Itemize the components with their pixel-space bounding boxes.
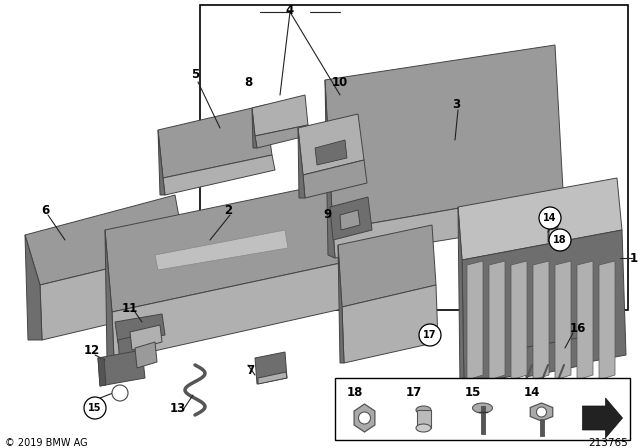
Ellipse shape [416,406,431,414]
Bar [417,410,431,428]
Text: 15: 15 [88,403,102,413]
Text: 14: 14 [524,385,540,399]
Polygon shape [25,235,42,340]
Polygon shape [298,128,305,198]
Polygon shape [255,125,310,148]
Polygon shape [315,140,347,165]
Polygon shape [298,114,364,175]
Polygon shape [338,225,436,307]
Text: 11: 11 [122,302,138,314]
Polygon shape [115,314,165,343]
Polygon shape [548,212,558,230]
Polygon shape [163,155,275,195]
Polygon shape [599,261,615,380]
Polygon shape [533,261,549,380]
Polygon shape [98,350,145,386]
Circle shape [358,412,371,424]
Polygon shape [155,230,288,270]
Text: 7: 7 [246,363,254,376]
Polygon shape [531,403,553,421]
Polygon shape [40,250,190,340]
Text: 9: 9 [323,208,331,221]
Polygon shape [467,261,483,380]
Polygon shape [325,45,563,230]
Text: 2: 2 [224,203,232,216]
Polygon shape [158,105,272,178]
Circle shape [539,207,561,229]
Text: 17: 17 [423,330,436,340]
Text: 12: 12 [84,344,100,357]
Text: 13: 13 [170,401,186,414]
Polygon shape [577,261,593,380]
Text: 18: 18 [346,385,363,399]
Polygon shape [340,210,360,230]
Text: 18: 18 [553,235,567,245]
Polygon shape [338,245,344,363]
Ellipse shape [472,403,493,413]
Text: © 2019 BMW AG: © 2019 BMW AG [5,438,88,448]
Polygon shape [354,404,375,432]
Text: 15: 15 [464,385,481,399]
Text: 213765: 213765 [588,438,628,448]
Polygon shape [258,372,287,384]
Polygon shape [489,261,505,380]
Ellipse shape [416,424,431,432]
Polygon shape [342,285,438,363]
Polygon shape [255,352,287,384]
Circle shape [536,407,547,417]
Text: 10: 10 [332,76,348,89]
Circle shape [112,385,128,401]
Text: 5: 5 [191,69,199,82]
Text: 4: 4 [286,4,294,17]
Polygon shape [158,130,165,195]
Polygon shape [130,325,162,350]
Polygon shape [462,230,626,385]
Polygon shape [458,207,464,385]
Polygon shape [252,95,308,136]
Bar [335,378,630,440]
Polygon shape [511,261,527,380]
Polygon shape [555,261,571,380]
Text: 3: 3 [452,99,460,112]
Polygon shape [118,333,150,365]
Polygon shape [303,160,367,198]
Polygon shape [25,195,185,285]
Polygon shape [548,215,549,242]
Polygon shape [333,190,567,258]
Polygon shape [112,255,382,360]
Polygon shape [252,108,257,148]
Polygon shape [105,230,114,360]
Text: 14: 14 [543,213,557,223]
Circle shape [84,397,106,419]
Text: 1: 1 [630,251,638,264]
Polygon shape [330,197,372,240]
Polygon shape [325,80,335,258]
Polygon shape [105,175,378,312]
Polygon shape [582,398,623,438]
Text: 17: 17 [405,385,422,399]
Polygon shape [522,338,584,377]
Text: 8: 8 [244,76,252,89]
Text: 6: 6 [41,203,49,216]
Circle shape [419,324,441,346]
Circle shape [549,229,571,251]
Polygon shape [458,178,622,260]
Polygon shape [98,358,106,386]
Bar [200,5,628,310]
Text: 16: 16 [570,322,586,335]
Polygon shape [135,342,157,368]
